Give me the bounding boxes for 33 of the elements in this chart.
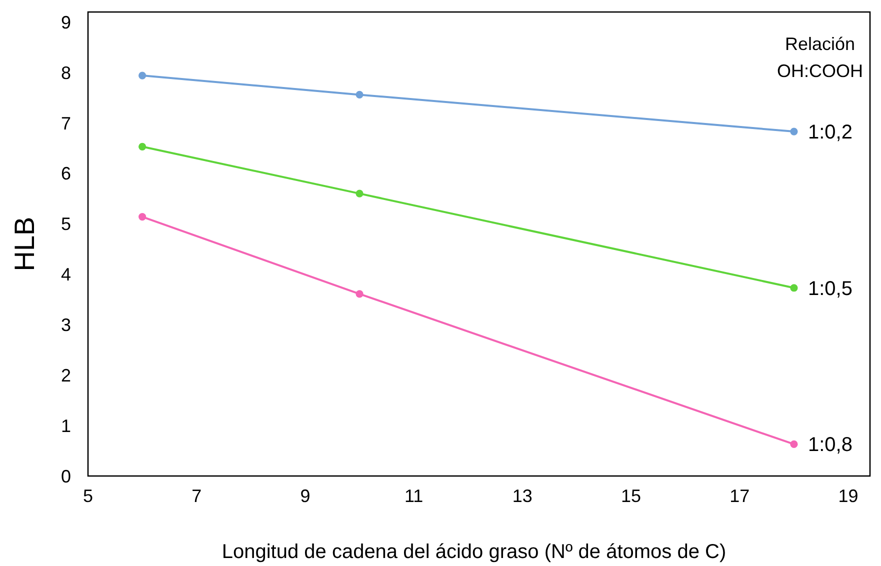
point [790, 128, 798, 136]
y-tick-label: 1 [60, 416, 71, 436]
x-tick-label: 13 [512, 486, 532, 506]
series-label: 1:0,8 [808, 434, 852, 456]
y-tick-label: 7 [60, 113, 71, 134]
series-label: 1:0,5 [808, 278, 852, 300]
x-tick-label: 17 [730, 486, 750, 506]
point [138, 72, 146, 80]
y-tick-label: 4 [60, 264, 71, 285]
x-tick-label: 9 [300, 486, 310, 506]
point [356, 90, 364, 99]
point [790, 284, 798, 292]
y-tick-label: 0 [60, 466, 71, 486]
x-tick-label: 11 [404, 486, 424, 506]
x-tick-label: 7 [192, 486, 202, 506]
y-tick-label: 8 [60, 62, 71, 83]
y-tick-label: 5 [60, 214, 71, 234]
point [138, 142, 146, 150]
point [356, 290, 364, 298]
y-axis-title: HLB [9, 216, 40, 272]
y-tick-label: 9 [60, 12, 71, 32]
point [356, 190, 364, 198]
series-label: 1:0,2 [808, 122, 852, 144]
x-axis-title: Longitud de cadena del ácido graso (Nº de átomos de C) [222, 541, 726, 563]
x-tick-label: 5 [82, 486, 94, 506]
y-tick-label: 6 [60, 164, 71, 184]
y-tick-label: 3 [60, 314, 71, 335]
legend-title: Relación OH:COOH [776, 34, 864, 81]
y-tick-label: 2 [60, 365, 71, 386]
point [138, 212, 146, 221]
x-tick-label: 19 [838, 486, 858, 506]
x-tick-label: 15 [621, 486, 642, 506]
point [790, 440, 798, 448]
